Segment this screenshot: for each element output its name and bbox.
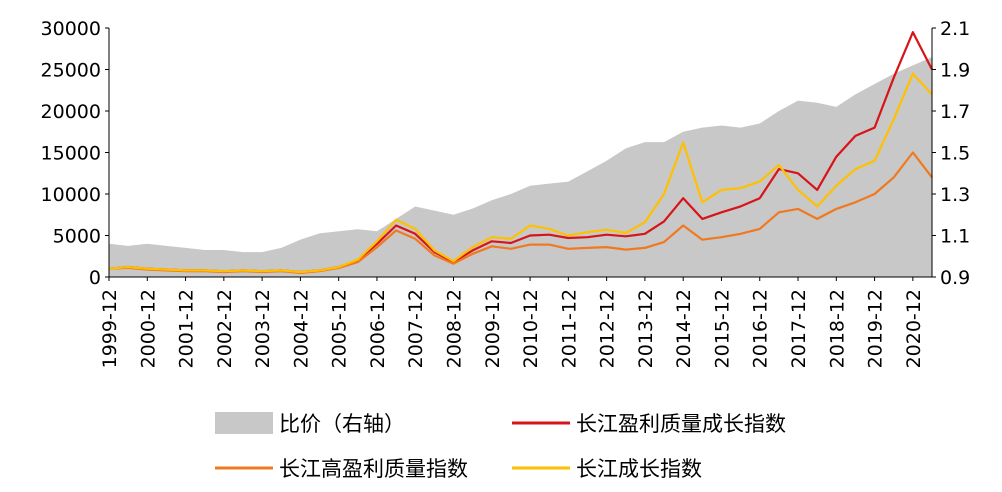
x-tick-label: 2015-12: [712, 289, 734, 368]
x-tick-label: 2009-12: [482, 289, 504, 368]
y-left-tick-label: 10000: [41, 184, 101, 206]
legend-label: 比价（右轴）: [279, 412, 405, 436]
y-right-tick-label: 1.5: [940, 143, 970, 165]
y-left-tick-label: 25000: [41, 60, 101, 82]
x-tick-label: 2001-12: [176, 289, 198, 368]
legend-label: 长江高盈利质量指数: [279, 457, 468, 481]
y-left-tick-label: 15000: [41, 143, 101, 165]
y-left-tick-label: 5000: [53, 226, 101, 248]
y-left-tick-label: 30000: [41, 18, 101, 40]
y-right-tick-label: 1.3: [940, 184, 970, 206]
x-tick-label: 2006-12: [367, 289, 389, 368]
x-tick-label: 2016-12: [750, 289, 772, 368]
x-tick-label: 2011-12: [558, 289, 580, 368]
x-tick-label: 2005-12: [329, 289, 351, 368]
legend-item-growth-index: 长江成长指数: [512, 457, 702, 481]
x-tick-label: 2013-12: [635, 289, 657, 368]
x-tick-label: 2020-12: [903, 289, 925, 368]
y-left-tick-label: 20000: [41, 101, 101, 123]
y-left-tick-label: 0: [89, 267, 101, 289]
x-tick-label: 2002-12: [214, 289, 236, 368]
x-tick-label: 2012-12: [597, 289, 619, 368]
legend-label: 长江成长指数: [576, 457, 702, 481]
x-tick-label: 2019-12: [865, 289, 887, 368]
line-layer: [108, 31, 933, 274]
axis-layer: 0 5000 10000 15000 20000 25000 30000 0.9 1.1 1.3 1…: [41, 18, 971, 368]
legend-item-high-profit-quality-index: 长江高盈利质量指数: [215, 457, 468, 481]
series-ratio-right-axis: [109, 57, 932, 277]
area-layer: [109, 57, 932, 277]
x-tick-label: 2008-12: [444, 289, 466, 368]
y-right-tick-label: 2.1: [940, 18, 970, 40]
y-right-tick-label: 1.7: [940, 101, 970, 123]
x-tick-label: 2004-12: [290, 289, 312, 368]
x-tick-label: 2003-12: [252, 289, 274, 368]
y-right-tick-label: 1.1: [940, 226, 970, 248]
x-tick-label: 2007-12: [405, 289, 427, 368]
legend-item-ratio-right-axis: 比价（右轴）: [215, 412, 405, 436]
x-tick-label: 2018-12: [826, 289, 848, 368]
y-right-tick-label: 1.9: [940, 60, 970, 82]
legend-swatch: [215, 412, 273, 434]
legend-label: 长江盈利质量成长指数: [576, 412, 786, 436]
y-right-tick-label: 0.9: [940, 267, 970, 289]
x-tick-label: 2010-12: [520, 289, 542, 368]
x-tick-label: 2000-12: [137, 289, 159, 368]
x-tick-label: 1999-12: [99, 289, 121, 368]
x-tick-label: 2017-12: [788, 289, 810, 368]
legend-item-profit-quality-growth-index: 长江盈利质量成长指数: [512, 412, 786, 436]
series-growth-index: [108, 72, 933, 274]
x-tick-label: 2014-12: [673, 289, 695, 368]
